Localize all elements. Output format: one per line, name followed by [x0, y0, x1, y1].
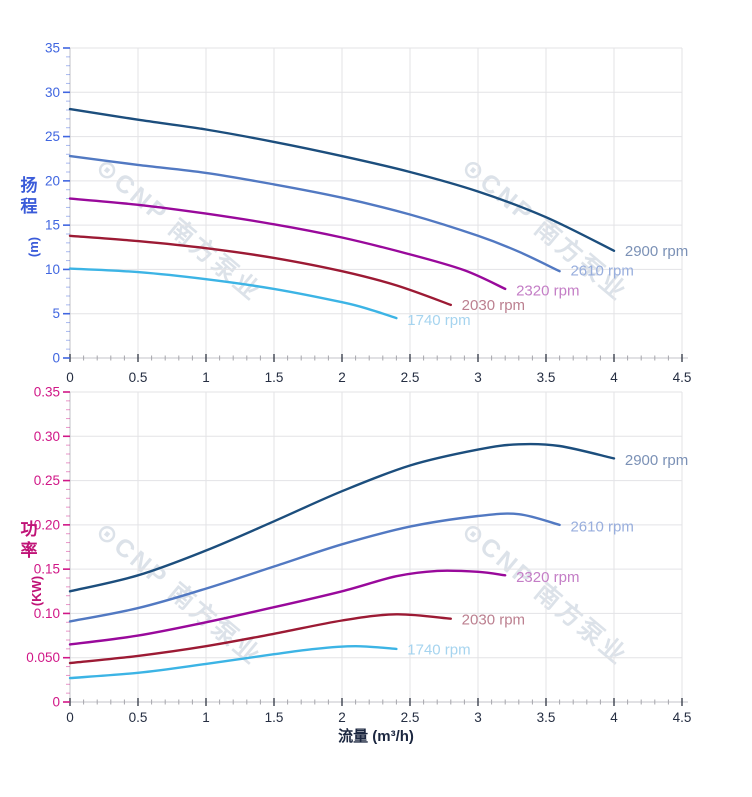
chart-0: 0 0.5 1 1.5 2 2.5 3 3.5 4 4.5 0 5 10 15 20 25 30 35 扬程 (m) 2… — [21, 41, 692, 386]
curve-2030-rpm — [68, 613, 452, 665]
curve-2610-rpm — [68, 154, 561, 273]
curve-label-2900-rpm: 2900 rpm — [625, 452, 688, 469]
x-tick-label: 0.5 — [129, 370, 148, 385]
curve-label-2030-rpm: 2030 rpm — [462, 297, 525, 314]
y-tick-label: 25 — [45, 129, 60, 144]
x-tick-label: 2 — [338, 370, 346, 385]
curve-2320-rpm — [68, 569, 507, 646]
y-axis-unit: (KW) — [29, 576, 44, 606]
y-axis-unit: (m) — [26, 237, 41, 257]
y-axis-title: 率 — [21, 540, 38, 560]
y-axis-title: 功 — [21, 520, 38, 539]
y-axis-title: 程 — [21, 197, 38, 216]
x-tick-label: 1.5 — [265, 710, 284, 725]
x-tick-label: 3.5 — [537, 710, 556, 725]
y-tick-label: 0.15 — [34, 562, 60, 577]
curve-2030-rpm — [68, 234, 452, 307]
y-tick-label: 5 — [52, 306, 60, 321]
y-tick-label: 0.25 — [34, 473, 60, 488]
curve-label-2900-rpm: 2900 rpm — [625, 243, 688, 260]
x-axis-title: 流量 (m³/h) — [338, 727, 414, 745]
curve-label-2610-rpm: 2610 rpm — [570, 262, 633, 279]
x-tick-label: 1 — [202, 710, 210, 725]
x-tick-label: 0 — [66, 710, 74, 725]
curve-label-1740-rpm: 1740 rpm — [407, 312, 470, 329]
x-tick-label: 2 — [338, 710, 346, 725]
y-tick-label: 10 — [45, 262, 60, 277]
x-tick-label: 1.5 — [265, 370, 284, 385]
x-tick-label: 4 — [610, 370, 618, 385]
y-tick-label: 0.10 — [34, 606, 60, 621]
y-tick-label: 15 — [45, 218, 60, 233]
y-axis-title: 扬 — [21, 175, 38, 195]
y-tick-label: 0.30 — [34, 429, 60, 444]
x-tick-label: 3 — [474, 710, 482, 725]
y-tick-label: 20 — [45, 173, 60, 188]
y-tick-label: 0 — [52, 695, 60, 710]
curve-label-1740-rpm: 1740 rpm — [407, 642, 470, 659]
y-tick-label: 0 — [52, 351, 60, 366]
y-tick-label: 0.050 — [26, 650, 60, 665]
x-tick-label: 0.5 — [129, 710, 148, 725]
y-tick-label: 35 — [45, 41, 60, 56]
curve-label-2030-rpm: 2030 rpm — [462, 612, 525, 629]
x-tick-label: 0 — [66, 370, 74, 385]
curve-1740-rpm — [68, 644, 398, 680]
x-tick-label: 4.5 — [673, 370, 692, 385]
curve-2610-rpm — [68, 512, 561, 623]
curve-1740-rpm — [68, 267, 398, 320]
y-tick-label: 0.20 — [34, 517, 60, 532]
x-tick-label: 1 — [202, 370, 210, 385]
curve-label-2320-rpm: 2320 rpm — [516, 569, 579, 586]
curve-label-2320-rpm: 2320 rpm — [516, 283, 579, 300]
x-tick-label: 2.5 — [401, 370, 420, 385]
curve-label-2610-rpm: 2610 rpm — [570, 519, 633, 536]
curve-2900-rpm — [68, 442, 616, 593]
x-tick-label: 4.5 — [673, 710, 692, 725]
x-tick-label: 3 — [474, 370, 482, 385]
y-tick-label: 0.35 — [34, 385, 60, 400]
curve-2320-rpm — [68, 197, 507, 291]
curve-2900-rpm — [68, 107, 616, 252]
y-tick-label: 30 — [45, 85, 60, 100]
x-tick-label: 3.5 — [537, 370, 556, 385]
chart-1: 0 0.5 1 1.5 2 2.5 3 3.5 4 4.5 0 0.050 0.10 0.15 0.20 0.… — [21, 385, 692, 746]
x-tick-label: 2.5 — [401, 710, 420, 725]
x-tick-label: 4 — [610, 710, 618, 725]
